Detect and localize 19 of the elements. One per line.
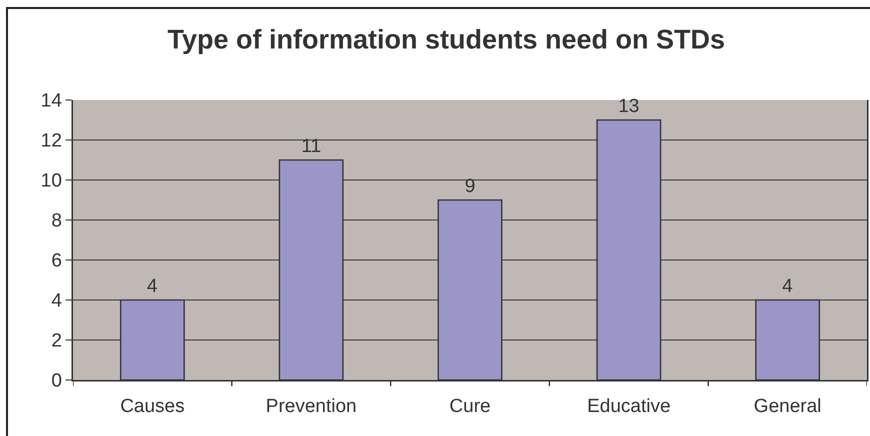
y-tick-label: 8 — [51, 210, 62, 232]
x-tick-label: Causes — [120, 396, 185, 418]
y-tick-label: 6 — [51, 250, 62, 272]
y-tick-label: 2 — [51, 330, 62, 352]
y-tick-label: 0 — [51, 370, 62, 392]
y-tick-label: 4 — [51, 290, 62, 312]
data-label: 11 — [301, 136, 322, 157]
x-tick-label: Cure — [449, 396, 491, 418]
data-label: 4 — [146, 276, 158, 297]
x-tick-label: General — [754, 396, 822, 418]
chart-title: Type of information students need on STDs — [168, 24, 726, 55]
x-tick-label: Educative — [587, 396, 671, 418]
y-tick-label: 12 — [40, 130, 62, 152]
data-label: 4 — [782, 276, 794, 297]
y-tick-label: 14 — [40, 90, 62, 112]
data-label: 9 — [464, 176, 476, 197]
x-tick-label: Prevention — [266, 396, 357, 418]
data-label: 13 — [618, 96, 640, 117]
y-tick-label: 10 — [40, 170, 62, 192]
